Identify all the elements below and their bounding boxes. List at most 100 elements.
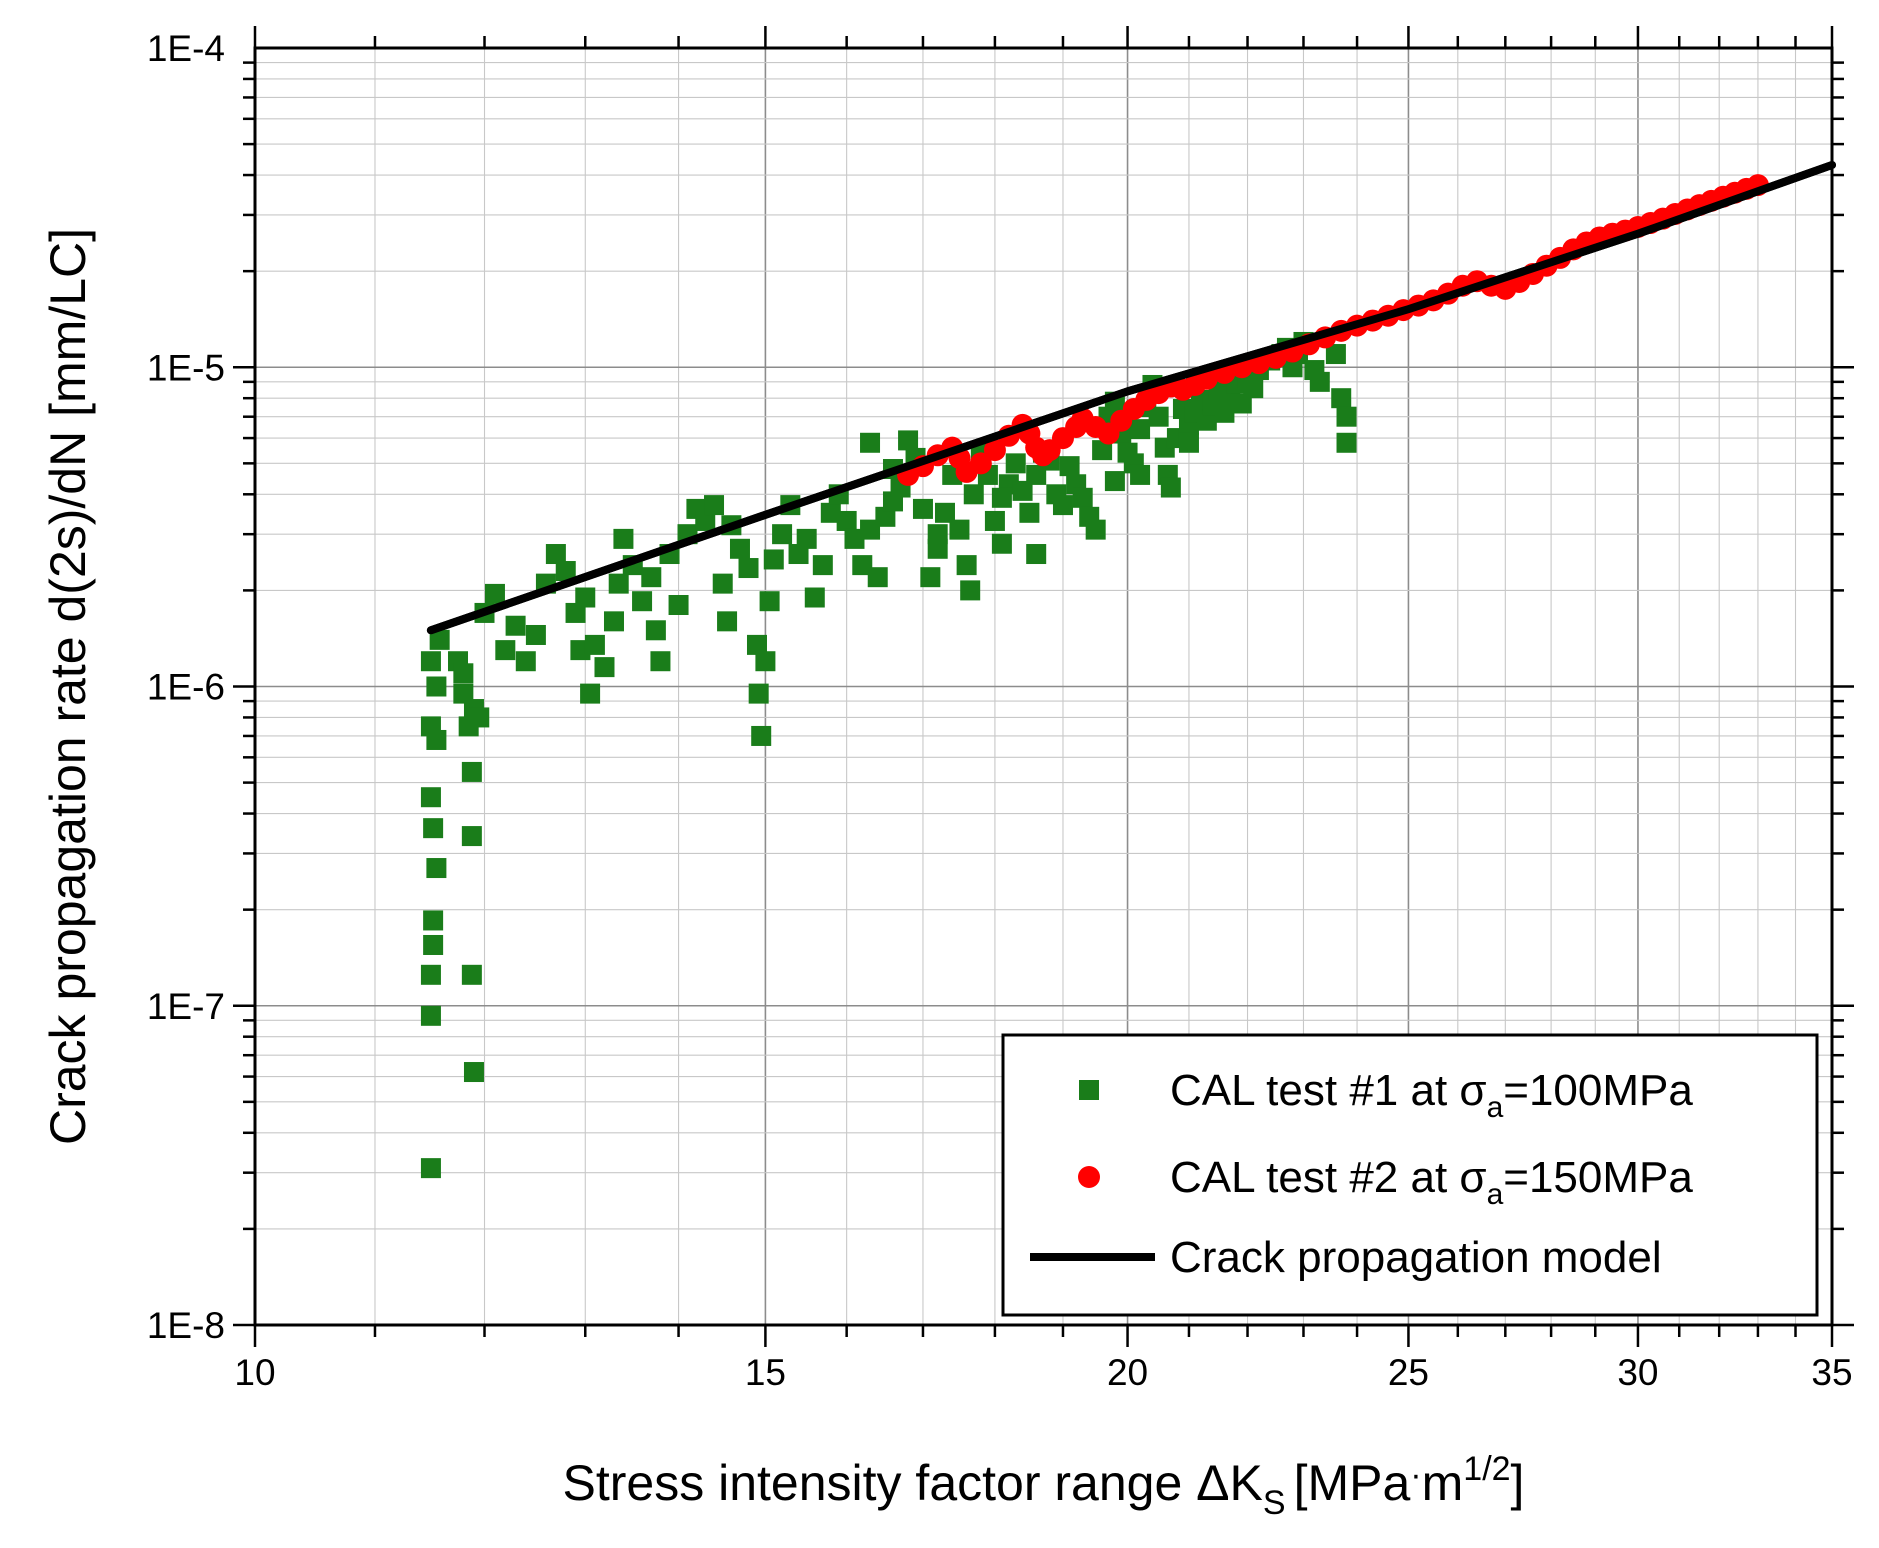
data-point-test1	[1130, 419, 1151, 440]
data-point-test1	[763, 549, 784, 570]
y-tick-label: 1E-7	[147, 986, 225, 1027]
data-point-test1	[580, 683, 601, 704]
data-point-test1	[796, 528, 817, 549]
x-axis-title-open: [MPa	[1294, 1455, 1411, 1511]
data-point-test1	[898, 430, 919, 451]
data-point-test1	[613, 528, 634, 549]
data-point-test1	[463, 1062, 484, 1083]
legend-label-post: =100MPa	[1503, 1066, 1693, 1115]
data-point-test1	[934, 502, 955, 523]
data-point-test1	[469, 707, 490, 728]
data-point-test1	[860, 519, 881, 540]
data-point-test1	[852, 555, 873, 576]
data-point-test1	[420, 1158, 441, 1179]
data-point-test1	[746, 634, 767, 655]
data-point-test1	[668, 595, 689, 616]
data-point-test1	[956, 555, 977, 576]
x-axis-title-sup: 1/2	[1463, 1450, 1510, 1488]
data-point-test1	[836, 510, 857, 531]
legend-label-sub: a	[1487, 1178, 1504, 1211]
y-axis-title: Crack propagation rate d(2s)/dN [mm/LC]	[40, 228, 96, 1145]
data-point-test1	[1012, 480, 1033, 501]
data-point-test1	[461, 761, 482, 782]
legend-label-pre: CAL test #2 at	[1170, 1153, 1459, 1202]
data-point-test1	[991, 487, 1012, 508]
data-point-test1	[641, 567, 662, 588]
data-point-test1	[423, 818, 444, 839]
legend-label: CAL test #2 at σa=150MPa	[1170, 1153, 1693, 1211]
data-point-test1	[423, 910, 444, 931]
data-point-test1	[650, 651, 671, 672]
data-point-test1	[1130, 464, 1151, 485]
data-point-test1	[608, 573, 629, 594]
data-point-test1	[867, 567, 888, 588]
data-point-test1	[772, 524, 793, 545]
data-point-test1	[1072, 487, 1093, 508]
data-point-test1	[1104, 471, 1125, 492]
data-point-test1	[1085, 519, 1106, 540]
data-point-test1	[423, 934, 444, 955]
data-point-test1	[804, 587, 825, 608]
data-point-test1	[584, 634, 605, 655]
data-point-test1	[1026, 544, 1047, 565]
data-point-test1	[1052, 495, 1073, 516]
data-point-test1	[759, 591, 780, 612]
data-point-test1	[429, 629, 450, 650]
data-point-test1	[645, 620, 666, 641]
data-point-test1	[555, 561, 576, 582]
data-point-test2	[969, 452, 992, 475]
data-point-test1	[1059, 456, 1080, 477]
data-point-test1	[1214, 402, 1235, 423]
x-axis-title-main: Stress intensity factor range ΔK	[563, 1455, 1263, 1511]
data-point-test1	[717, 611, 738, 632]
data-point-test1	[729, 538, 750, 559]
data-point-test2	[983, 439, 1006, 462]
data-point-test1	[1148, 406, 1169, 427]
data-point-test1	[594, 657, 615, 678]
data-point-test1	[525, 624, 546, 645]
data-point-test1	[1196, 410, 1217, 431]
x-axis-title-sub: S	[1263, 1484, 1286, 1522]
legend-label-post: =150MPa	[1503, 1153, 1693, 1202]
data-point-test1	[963, 484, 984, 505]
legend-label-sym: σ	[1459, 1066, 1486, 1115]
data-point-test1	[738, 558, 759, 579]
data-point-test1	[1336, 406, 1357, 427]
x-tick-label: 25	[1388, 1352, 1429, 1393]
data-point-test1	[820, 502, 841, 523]
data-point-test1	[960, 580, 981, 601]
x-tick-label: 15	[745, 1352, 786, 1393]
x-axis-title: Stress intensity factor range ΔKS [MPa·m1…	[563, 1450, 1525, 1522]
data-point-test1	[949, 519, 970, 540]
data-point-test1	[751, 725, 772, 746]
data-point-test1	[453, 663, 474, 684]
data-point-test1	[1092, 440, 1113, 461]
x-tick-label: 30	[1617, 1352, 1658, 1393]
x-tick-label: 35	[1811, 1352, 1852, 1393]
data-point-test1	[844, 528, 865, 549]
data-point-test1	[484, 583, 505, 604]
data-point-test1	[603, 611, 624, 632]
x-axis-title-close: ]	[1511, 1455, 1525, 1511]
data-point-test1	[920, 567, 941, 588]
legend-label-pre: CAL test #1 at	[1170, 1066, 1459, 1115]
data-point-test1	[515, 651, 536, 672]
data-point-test1	[505, 615, 526, 636]
data-point-test1	[420, 651, 441, 672]
data-point-test1	[712, 573, 733, 594]
axis-ticks	[233, 26, 1854, 1347]
series-layer	[420, 161, 1836, 1179]
plot-frame	[253, 46, 1834, 1327]
data-point-test1	[788, 544, 809, 565]
data-point-test1	[632, 591, 653, 612]
data-point-test1	[420, 787, 441, 808]
legend-label: CAL test #1 at σa=100MPa	[1170, 1066, 1693, 1124]
data-point-test1	[1005, 453, 1026, 474]
x-tick-label: 20	[1107, 1352, 1148, 1393]
x-tick-label: 10	[234, 1352, 275, 1393]
data-point-test1	[695, 510, 716, 531]
data-point-test1	[461, 964, 482, 985]
y-tick-label: 1E-6	[147, 667, 225, 708]
data-point-test1	[420, 1005, 441, 1026]
